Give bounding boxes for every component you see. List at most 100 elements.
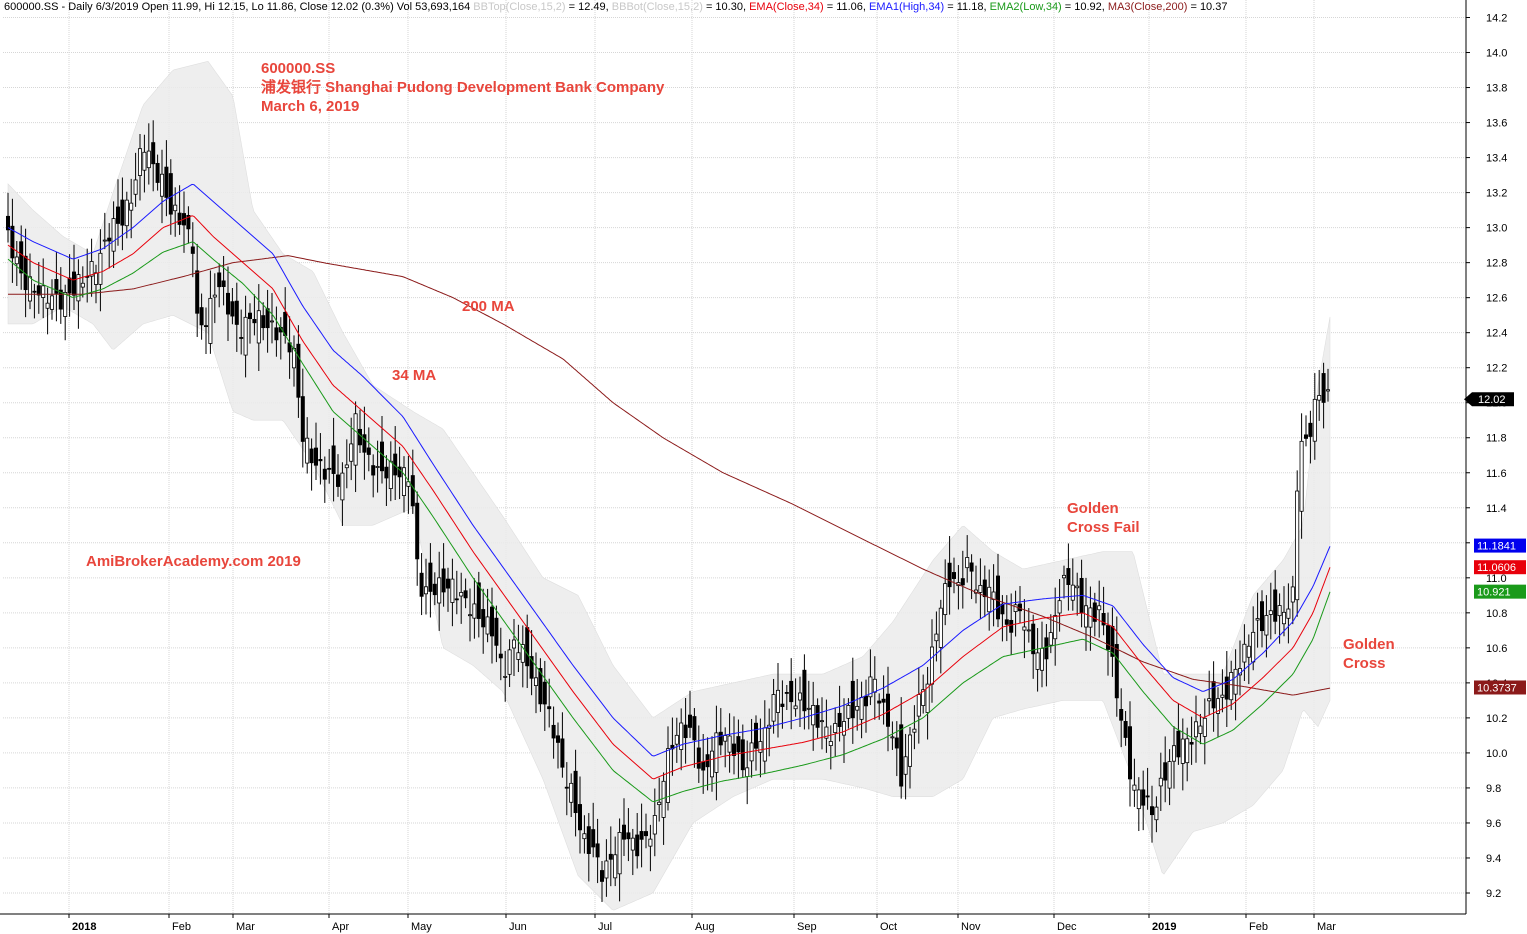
ema2-low-line: [7, 241, 1331, 803]
x-tick-label: Jul: [598, 921, 612, 933]
price-label-box: [1474, 538, 1526, 553]
candle-body: [547, 706, 552, 710]
candle-body: [32, 290, 37, 293]
candle-body: [151, 142, 156, 165]
candle-body: [1304, 434, 1309, 439]
y-tick-label: 9.4: [1486, 853, 1501, 865]
candle-body: [423, 586, 428, 595]
candle-body: [94, 272, 99, 285]
candle-body: [560, 738, 565, 768]
candle-body: [943, 583, 948, 616]
candle-body: [142, 151, 147, 171]
header-segment: = 10.92,: [1061, 1, 1108, 13]
candle-body: [256, 310, 261, 344]
candle-body: [1084, 605, 1089, 628]
candle-body: [1180, 738, 1185, 764]
candle-body: [688, 714, 693, 728]
candle-body: [155, 162, 160, 183]
candle-body: [516, 652, 521, 660]
candle-body: [1290, 586, 1295, 603]
candle-body: [1255, 618, 1260, 621]
golden-cross-fail-line-2: Cross Fail: [1067, 519, 1140, 536]
candle-body: [445, 578, 450, 589]
candle-body: [842, 721, 847, 736]
candle-body: [507, 649, 512, 675]
candle-body: [1062, 574, 1067, 579]
candle-body: [432, 583, 437, 596]
price-label-box: [1474, 560, 1526, 575]
candle-body: [538, 668, 543, 705]
candle-body: [529, 656, 534, 679]
x-tick-label: Mar: [236, 921, 255, 933]
candle-body: [877, 700, 882, 704]
candle-body: [221, 280, 226, 287]
title-line-symbol: 600000.SS: [261, 60, 336, 77]
candle-body: [894, 737, 899, 749]
candle-body: [996, 575, 1001, 620]
candle-body: [578, 804, 583, 831]
candle-body: [798, 692, 803, 701]
candle-body: [89, 261, 94, 277]
candle-body: [828, 741, 833, 747]
candle-body: [261, 315, 266, 329]
candle-body: [1101, 613, 1106, 626]
x-tick-label: 2018: [72, 921, 96, 933]
y-tick-label: 13.8: [1486, 83, 1507, 95]
candle-body: [357, 428, 362, 446]
y-tick-label: 13.4: [1486, 153, 1507, 165]
golden-cross-fail-annotation: Golden Cross Fail: [1067, 499, 1140, 537]
ema1-high-line: [7, 183, 1331, 757]
candle-body: [978, 584, 983, 593]
candle-body: [41, 285, 46, 298]
candle-body: [437, 577, 442, 604]
candle-body: [1026, 629, 1031, 632]
candle-body: [582, 833, 587, 840]
price-label-box: [1464, 392, 1514, 407]
candle-body: [124, 199, 129, 227]
candle-body: [569, 782, 574, 803]
candle-body: [331, 445, 336, 474]
candle-body: [300, 396, 305, 442]
candle-body: [120, 199, 125, 226]
candle-body: [283, 311, 288, 336]
candle-body: [512, 639, 517, 649]
candle-body: [203, 325, 208, 328]
candle-body: [815, 705, 820, 728]
candle-body: [683, 724, 688, 739]
candle-body: [63, 292, 68, 317]
candle-body: [199, 307, 204, 326]
title-line-date: March 6, 2019: [261, 98, 360, 115]
candle-body: [1150, 806, 1155, 816]
y-tick-label: 10.2: [1486, 713, 1507, 725]
candle-body: [463, 590, 468, 599]
y-tick-label: 12.4: [1486, 328, 1507, 340]
candle-body: [613, 854, 618, 879]
candle-body: [1299, 440, 1304, 512]
candle-body: [388, 460, 393, 489]
ma34-annotation: 34 MA: [392, 367, 437, 384]
candle-body: [467, 614, 472, 617]
candle-body: [604, 860, 609, 879]
candle-body: [415, 502, 420, 560]
candle-body: [1070, 584, 1075, 601]
candle-body: [1211, 681, 1216, 709]
y-tick-label: 9.2: [1486, 888, 1501, 900]
candle-body: [243, 316, 248, 356]
candle-body: [318, 459, 323, 462]
candle-body: [758, 741, 763, 753]
header-segment: = 10.30,: [702, 1, 750, 13]
x-tick-label: Oct: [880, 921, 897, 933]
candle-body: [1317, 395, 1322, 401]
candle-body: [1154, 806, 1159, 821]
candle-body: [1194, 721, 1199, 738]
candle-body: [173, 204, 178, 212]
candle-body: [177, 212, 182, 225]
candle-body: [1277, 605, 1282, 617]
candle-body: [573, 770, 578, 814]
candle-body: [1106, 625, 1111, 650]
candle-body: [366, 447, 371, 455]
candle-body: [635, 834, 640, 857]
candle-body: [269, 320, 274, 323]
x-tick-label: Sep: [797, 921, 817, 933]
